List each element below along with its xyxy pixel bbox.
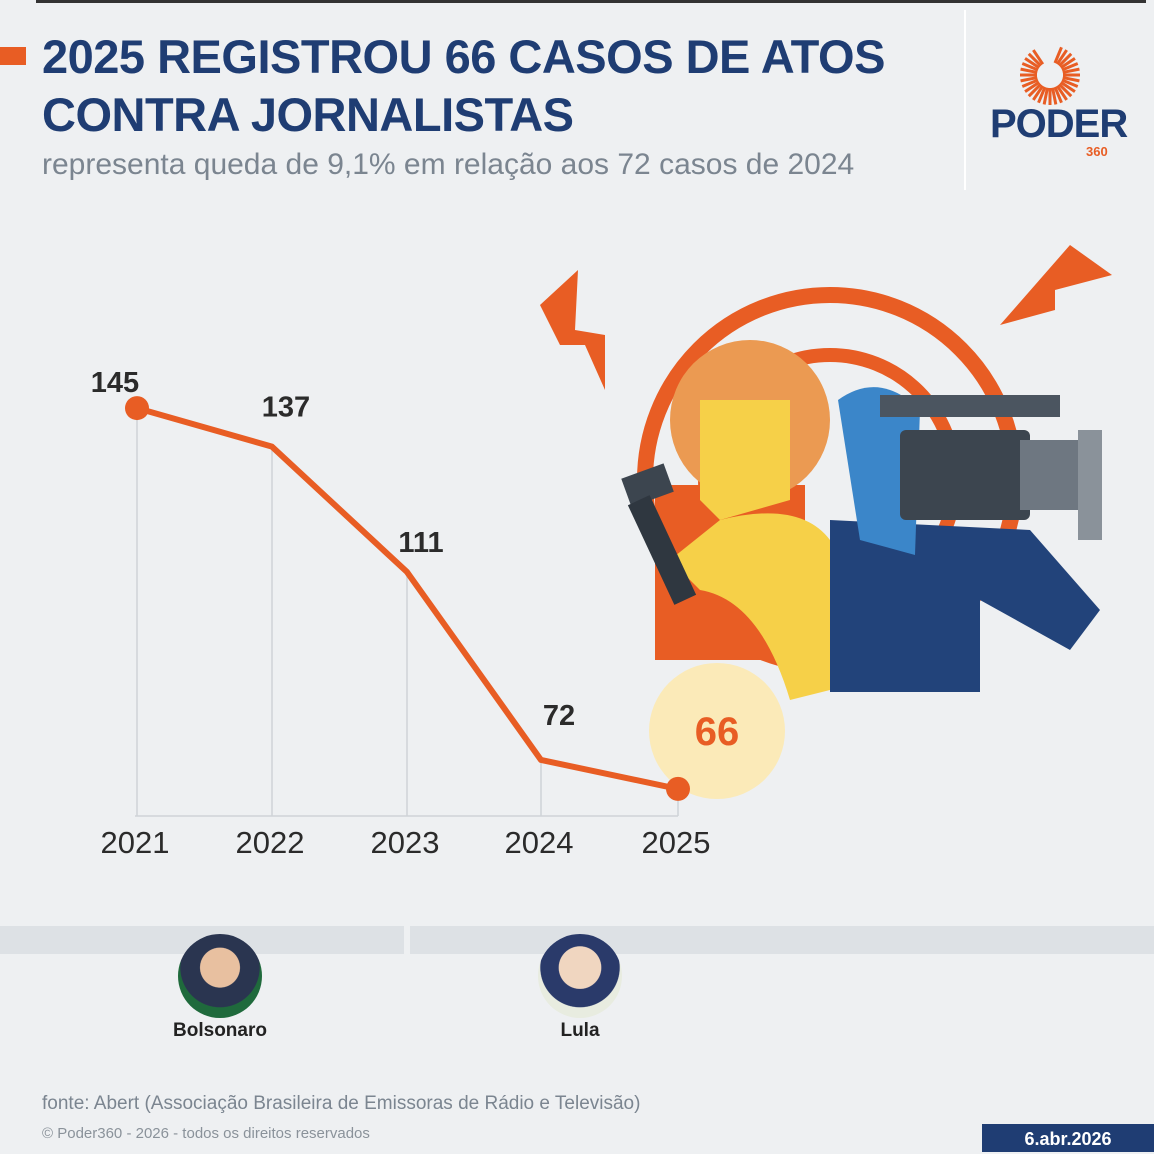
- president-name: Bolsonaro: [173, 1020, 267, 1041]
- data-point: [666, 776, 690, 801]
- data-label: 137: [262, 392, 310, 424]
- series-line: [136, 405, 679, 792]
- x-tick-label: 2024: [505, 825, 574, 860]
- lula-avatar: [538, 934, 622, 1018]
- data-label: 66: [695, 710, 740, 754]
- lula-term-band: [410, 926, 1154, 954]
- logo-number: 360: [1086, 144, 1108, 159]
- source-note: fonte: Abert (Associação Brasileira de E…: [42, 1093, 641, 1114]
- x-tick-label: 2023: [371, 825, 440, 860]
- title-marker: [0, 47, 26, 65]
- data-label: 111: [398, 527, 443, 559]
- x-tick-label: 2025: [642, 825, 711, 860]
- highlight-bubble: [649, 663, 785, 799]
- data-point: [125, 396, 149, 421]
- header-divider: [964, 10, 966, 190]
- bolsonaro-avatar: [178, 934, 262, 1018]
- logo-word: PODER: [990, 102, 1128, 146]
- copyright: © Poder360 - 2026 - todos os direitos re…: [42, 1125, 370, 1142]
- president-name: Lula: [560, 1020, 600, 1041]
- page-title: 2025 REGISTROU 66 CASOS DE ATOS CONTRA J…: [42, 30, 885, 141]
- x-tick-label: 2021: [101, 825, 170, 860]
- journalist-illustration: [540, 245, 1112, 700]
- top-rule: [36, 0, 1146, 3]
- x-tick-label: 2022: [236, 825, 305, 860]
- data-label: 145: [91, 367, 139, 399]
- page-subtitle: representa queda de 9,1% em relação aos …: [42, 148, 855, 181]
- poder360-sun-icon: [1020, 46, 1080, 105]
- publish-date: 6.abr.2026: [982, 1124, 1154, 1152]
- lightning-icon: [1000, 245, 1112, 325]
- data-label: 72: [543, 700, 575, 732]
- lightning-icon: [540, 270, 605, 390]
